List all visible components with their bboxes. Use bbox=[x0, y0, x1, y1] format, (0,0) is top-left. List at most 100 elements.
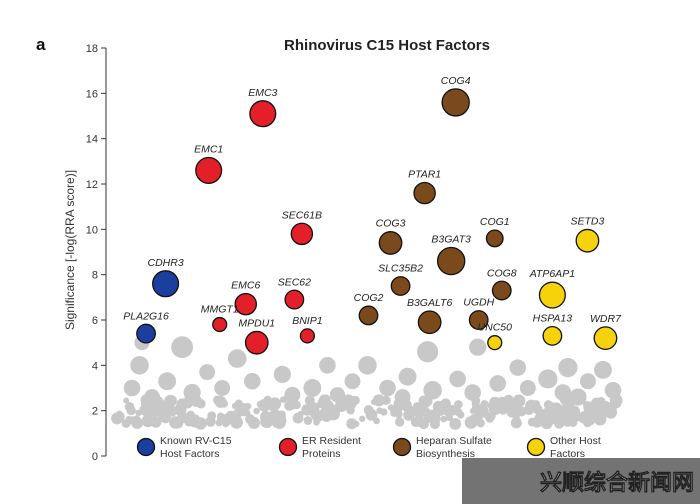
background-point bbox=[303, 416, 313, 425]
point-label-cog2: COG2 bbox=[354, 292, 384, 304]
legend-swatch-other bbox=[526, 437, 546, 457]
background-point bbox=[532, 404, 543, 415]
point-cdhr3 bbox=[152, 270, 180, 298]
legend-label-er: ER Resident bbox=[302, 435, 361, 447]
legend-swatch-known bbox=[136, 437, 156, 457]
point-label-slc35b2: SLC35B2 bbox=[378, 263, 423, 275]
point-mmgt1 bbox=[212, 316, 228, 333]
background-point bbox=[243, 372, 261, 390]
background-point bbox=[394, 389, 411, 406]
background-point bbox=[523, 404, 535, 416]
background-point bbox=[180, 413, 187, 420]
background-point bbox=[166, 405, 178, 417]
point-mpdu1 bbox=[244, 330, 269, 355]
point-label-cog3: COG3 bbox=[376, 218, 406, 230]
background-point bbox=[381, 395, 391, 406]
y-tick-label: 8 bbox=[92, 270, 98, 282]
point-label-cdhr3: CDHR3 bbox=[148, 257, 184, 269]
y-tick-label: 4 bbox=[92, 360, 98, 372]
background-point bbox=[114, 411, 125, 422]
point-label-ptar1: PTAR1 bbox=[408, 168, 441, 180]
point-bnip1 bbox=[299, 328, 315, 344]
legend-label-known: Host Factors bbox=[160, 448, 220, 460]
watermark-band bbox=[462, 458, 700, 504]
background-point bbox=[404, 409, 412, 417]
background-point bbox=[213, 395, 223, 405]
point-label-unc50: UNC50 bbox=[478, 322, 513, 334]
background-point bbox=[317, 398, 325, 406]
background-point bbox=[417, 341, 439, 363]
background-point bbox=[271, 415, 284, 429]
background-point bbox=[147, 412, 157, 422]
background-point bbox=[558, 358, 578, 378]
background-point bbox=[512, 394, 526, 408]
y-axis: 0 2 4 6 8 10 12 14 16 18 bbox=[86, 43, 107, 463]
point-label-wdr7: WDR7 bbox=[590, 313, 622, 325]
point-label-cog8: COG8 bbox=[487, 267, 517, 279]
point-label-atp6ap1: ATP6AP1 bbox=[529, 268, 575, 280]
point-label-sec61b: SEC61B bbox=[282, 209, 322, 221]
point-label-mpdu1: MPDU1 bbox=[238, 317, 275, 329]
point-b3gat3 bbox=[436, 246, 466, 276]
background-point bbox=[435, 404, 447, 415]
background-point bbox=[303, 379, 322, 397]
background-point bbox=[183, 383, 201, 402]
background-point bbox=[171, 336, 194, 359]
y-tick-label: 6 bbox=[92, 315, 98, 327]
background-point bbox=[509, 359, 527, 376]
background-point bbox=[273, 365, 291, 384]
background-point bbox=[363, 405, 374, 415]
background-point bbox=[227, 349, 247, 368]
watermark-text: 兴顺综合新闻网 bbox=[540, 470, 694, 496]
background-point bbox=[464, 416, 478, 429]
background-point bbox=[600, 401, 609, 410]
background-point bbox=[353, 420, 360, 428]
point-label-b3galt6: B3GALT6 bbox=[407, 297, 452, 309]
y-tick-label: 16 bbox=[86, 88, 98, 100]
point-sec61b bbox=[290, 222, 314, 246]
legend-label-heparan: Heparan Sulfate bbox=[416, 435, 492, 447]
point-label-bnip1: BNIP1 bbox=[292, 315, 322, 327]
y-tick-label: 12 bbox=[86, 179, 98, 191]
background-point bbox=[471, 400, 480, 408]
background-point bbox=[194, 417, 207, 430]
chart-title: Rhinovirus C15 Host Factors bbox=[284, 37, 490, 54]
point-slc35b2 bbox=[390, 276, 411, 296]
point-label-pla2g16: PLA2G16 bbox=[123, 310, 169, 322]
background-point bbox=[427, 412, 441, 426]
background-point bbox=[130, 356, 149, 375]
point-ptar1 bbox=[413, 181, 436, 205]
point-cog2 bbox=[358, 305, 379, 326]
point-emc6 bbox=[234, 292, 257, 316]
background-point bbox=[485, 413, 495, 423]
point-cog1 bbox=[485, 229, 504, 248]
background-point bbox=[344, 373, 361, 390]
background-point bbox=[123, 379, 141, 397]
background-point bbox=[144, 389, 161, 406]
background-point bbox=[604, 381, 622, 399]
point-label-hspa13: HSPA13 bbox=[533, 313, 573, 325]
legend-label-other: Other Host bbox=[550, 435, 601, 447]
background-point bbox=[238, 408, 246, 417]
background-point bbox=[124, 402, 135, 412]
point-label-cog1: COG1 bbox=[480, 216, 510, 228]
background-point bbox=[478, 405, 489, 417]
background-point bbox=[216, 412, 225, 420]
point-label-cog4: COG4 bbox=[441, 75, 471, 87]
legend-swatch-heparan bbox=[392, 437, 412, 457]
background-point bbox=[416, 407, 425, 416]
host-factor-points: COG4 EMC3 EMC1 PTAR1 SEC61B COG3 COG1 SETD3 B3GA… bbox=[123, 75, 622, 355]
background-point bbox=[564, 405, 576, 417]
background-point bbox=[449, 418, 462, 430]
background-point bbox=[184, 417, 194, 427]
background-point bbox=[449, 370, 466, 388]
background-point bbox=[372, 394, 385, 407]
background-point bbox=[420, 397, 429, 406]
legend-label-other: Factors bbox=[550, 448, 585, 460]
background-point bbox=[490, 400, 503, 413]
point-emc3 bbox=[249, 100, 277, 128]
point-label-mmgt1: MMGT1 bbox=[201, 304, 239, 316]
point-wdr7 bbox=[593, 326, 618, 351]
